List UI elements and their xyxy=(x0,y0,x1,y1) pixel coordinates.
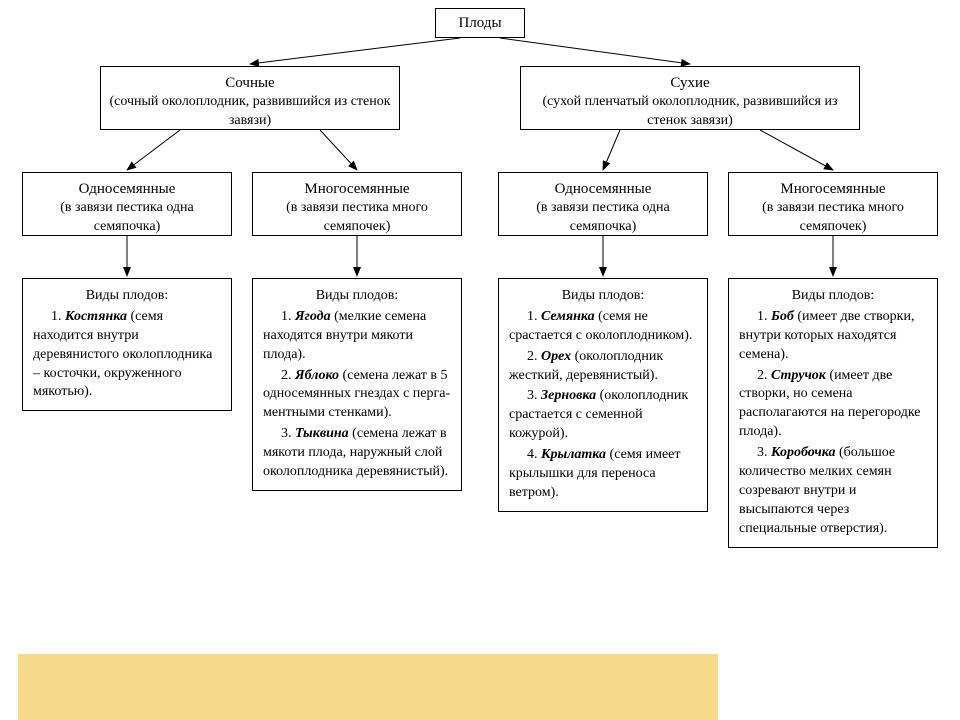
fruit-type-name: Костянка xyxy=(65,309,127,324)
node-root: Плоды xyxy=(435,8,525,38)
l3-3-body: 1. Боб (имеет две створки, внутри кото­р… xyxy=(739,308,927,539)
node-l2-1: Многосемянные (в завязи пестика много се… xyxy=(252,172,462,236)
node-l3-3: Виды плодов: 1. Боб (имеет две створки, … xyxy=(728,278,938,548)
l3-2-header: Виды плодов: xyxy=(509,287,697,306)
node-l2-1-desc: (в завязи пестика много семяпочек) xyxy=(257,199,457,237)
node-l1-0-desc: (сочный околоплодник, развившийся из сте… xyxy=(105,93,395,131)
fruit-type-item: 2. Орех (околоплод­ник жесткий, деревя­н… xyxy=(509,348,697,386)
fruit-type-name: Стручок xyxy=(771,368,826,383)
fruit-type-item: 2. Стручок (имеет две створки, но семена… xyxy=(739,367,927,443)
node-l2-2-desc: (в завязи пестика одна семяпочка) xyxy=(503,199,703,237)
fruit-type-name: Коробочка xyxy=(771,445,836,460)
fruit-type-name: Зерновка xyxy=(541,388,596,403)
fruit-type-item: 3. Коробочка (боль­шое количество мел­ки… xyxy=(739,444,927,538)
node-l3-2: Виды плодов: 1. Семянка (семя не срастае… xyxy=(498,278,708,512)
node-l2-3: Многосемянные (в завязи пестика много се… xyxy=(728,172,938,236)
node-l1-1-title: Сухие xyxy=(525,73,855,93)
node-l2-0-desc: (в завязи пестика одна семяпочка) xyxy=(27,199,227,237)
node-root-label: Плоды xyxy=(458,13,501,33)
fruit-type-item: 3. Зерновка (около­плодник срастается с … xyxy=(509,387,697,444)
node-l2-0-title: Односемянные xyxy=(27,179,227,199)
fruit-type-name: Ягода xyxy=(295,309,331,324)
fruit-type-item: 1. Семянка (семя не срастается с около­п… xyxy=(509,308,697,346)
decorative-band xyxy=(18,654,718,720)
fruit-type-name: Крылатка xyxy=(541,447,606,462)
node-l1-1: Сухие (сухой пленчатый околоплодник, раз… xyxy=(520,66,860,130)
fruit-type-name: Боб xyxy=(771,309,794,324)
fruit-type-item: 3. Тыквина (семена лежат в мякоти плода,… xyxy=(263,425,451,482)
node-l2-3-desc: (в завязи пестика много семяпочек) xyxy=(733,199,933,237)
fruit-type-item: 1. Ягода (мелкие се­мена находятся внутр… xyxy=(263,308,451,365)
node-l1-1-desc: (сухой пленчатый околоплодник, развивший… xyxy=(525,93,855,131)
node-l2-2: Односемянные (в завязи пестика одна семя… xyxy=(498,172,708,236)
l3-3-header: Виды плодов: xyxy=(739,287,927,306)
node-l2-1-title: Многосемянные xyxy=(257,179,457,199)
fruit-type-item: 4. Крылатка (семя имеет крылышки для пер… xyxy=(509,446,697,503)
fruit-type-name: Яблоко xyxy=(295,368,339,383)
fruit-type-item: 1. Боб (имеет две створки, внутри кото­р… xyxy=(739,308,927,365)
l3-1-body: 1. Ягода (мелкие се­мена находятся внутр… xyxy=(263,308,451,482)
node-l2-2-title: Односемянные xyxy=(503,179,703,199)
l3-1-header: Виды плодов: xyxy=(263,287,451,306)
node-l1-0: Сочные (сочный околоплодник, развившийся… xyxy=(100,66,400,130)
node-l3-0: Виды плодов: 1. Костянка (се­мя находитс… xyxy=(22,278,232,411)
l3-0-body: 1. Костянка (се­мя находится внутри дере… xyxy=(33,308,221,402)
node-l2-3-title: Многосемянные xyxy=(733,179,933,199)
l3-2-body: 1. Семянка (семя не срастается с около­п… xyxy=(509,308,697,503)
node-l3-1: Виды плодов: 1. Ягода (мелкие се­мена на… xyxy=(252,278,462,491)
fruit-type-name: Орех xyxy=(541,349,571,364)
l3-0-header: Виды плодов: xyxy=(33,287,221,306)
fruit-type-item: 2. Яблоко (семена лежат в 5 односемян­ны… xyxy=(263,367,451,424)
node-l1-0-title: Сочные xyxy=(105,73,395,93)
fruit-type-item: 1. Костянка (се­мя находится внутри дере… xyxy=(33,308,221,402)
fruit-type-name: Тыквина xyxy=(295,426,349,441)
node-l2-0: Односемянные (в завязи пестика одна семя… xyxy=(22,172,232,236)
fruit-type-name: Семянка xyxy=(541,309,595,324)
